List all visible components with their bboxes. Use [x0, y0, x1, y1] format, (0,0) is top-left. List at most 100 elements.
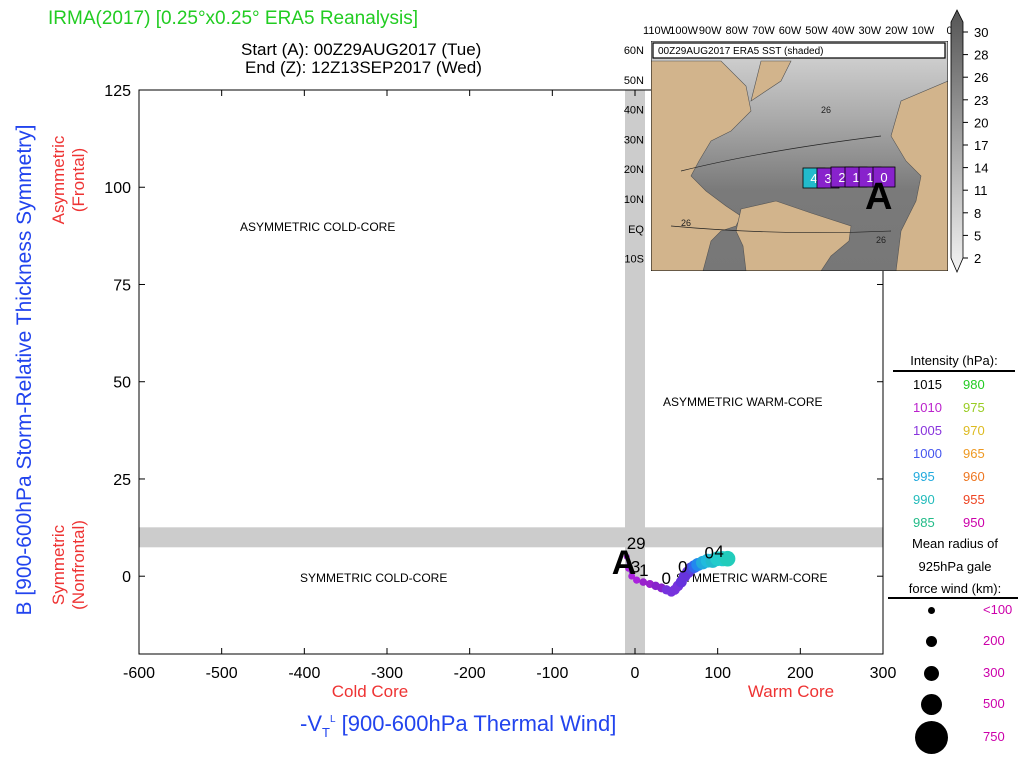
- track-point: [628, 572, 636, 580]
- track-label: 0: [678, 557, 687, 576]
- colorbar-tick-label: 23: [974, 93, 988, 108]
- x-tick-label: 0: [631, 665, 640, 682]
- intensity-legend-item: 1000: [913, 446, 942, 461]
- plot-frame: [138, 89, 884, 655]
- colorbar-tick-label: 11: [974, 183, 988, 198]
- track-label: 3: [631, 557, 640, 576]
- start-label: Start (A):: [241, 40, 310, 59]
- africa-europe-land: [890, 80, 948, 271]
- inset-track-label: 4: [810, 171, 817, 186]
- radius-dot: [927, 606, 935, 614]
- storm-track: [623, 550, 736, 597]
- y-lower-label: Symmetric: [49, 524, 68, 605]
- intensity-legend-item: 950: [963, 515, 985, 530]
- track-point: [625, 565, 632, 572]
- x-tick-label: -400: [288, 665, 320, 682]
- zero-vt-band: [625, 90, 645, 654]
- contour-label: 26: [876, 235, 886, 245]
- colorbar-tick-label: 20: [974, 115, 988, 130]
- colorbar-tick-label: 5: [974, 228, 981, 243]
- radius-label: 200: [983, 633, 1005, 648]
- y-tick-label: 25: [113, 472, 131, 489]
- colorbar-tick-label: 30: [974, 25, 988, 40]
- radius-title-3: force wind (km):: [908, 581, 1002, 596]
- contour-26-north: [680, 135, 882, 172]
- x-tick-label: 200: [787, 665, 814, 682]
- radius-dot: [920, 693, 942, 715]
- inset-track-label: 1: [866, 170, 873, 185]
- track-label: 0: [704, 544, 713, 563]
- y-upper-label: Asymmetric: [49, 135, 68, 224]
- intensity-legend-item: 970: [963, 423, 985, 438]
- radius-title-1: Mean radius of: [912, 536, 998, 551]
- intensity-legend-item: 960: [963, 469, 985, 484]
- x-tick-label: -600: [123, 665, 155, 682]
- x-tick-label: -300: [371, 665, 403, 682]
- contour-26-south: [670, 225, 892, 234]
- y-tick-label: 100: [104, 180, 131, 197]
- radius-title-2: 925hPa gale: [918, 559, 992, 574]
- track-label: 4: [714, 542, 723, 561]
- intensity-legend-item: 1010: [913, 400, 942, 415]
- y-tick-label: 75: [113, 277, 131, 294]
- x-tick-label: -500: [206, 665, 238, 682]
- contour-label: 26: [681, 218, 691, 228]
- track-point: [719, 550, 736, 567]
- warm-core-label: Warm Core: [748, 682, 834, 701]
- track-point: [633, 576, 641, 584]
- colorbar-tick-label: 14: [974, 161, 988, 176]
- inset-track-box: [872, 166, 896, 188]
- end-value: 12Z13SEP2017 (Wed): [311, 58, 482, 77]
- intensity-legend-item: 965: [963, 446, 985, 461]
- cold-core-label: Cold Core: [332, 682, 409, 701]
- intensity-legend-item: 1005: [913, 423, 942, 438]
- colorbar-tick-label: 2: [974, 251, 981, 266]
- y-tick-label: 125: [104, 83, 131, 100]
- legend-divider: [893, 370, 1015, 372]
- intensity-legend-item: 995: [913, 469, 935, 484]
- contour-label: 26: [821, 105, 831, 115]
- inset-track-label: 3: [824, 171, 831, 186]
- intensity-legend-item: 975: [963, 400, 985, 415]
- radius-dot: [925, 635, 937, 647]
- radius-dot: [923, 665, 939, 681]
- y-axis-title: B [900-600hPa Storm-Relative Thickness S…: [13, 125, 36, 616]
- x-tick-label: -100: [536, 665, 568, 682]
- inset-track-label: 1: [852, 170, 859, 185]
- track-label: 0: [661, 569, 670, 588]
- south-america-land: [735, 200, 852, 271]
- end-line: End (Z): 12Z13SEP2017 (Wed): [245, 58, 482, 78]
- intensity-legend-item: 1015: [913, 377, 942, 392]
- colorbar-tick-label: 17: [974, 138, 988, 153]
- radius-label: <100: [983, 602, 1013, 617]
- end-label: End (Z):: [245, 58, 307, 77]
- colorbar-tick-label: 28: [974, 48, 988, 63]
- radius-label: 750: [983, 729, 1005, 744]
- intensity-legend-item: 985: [913, 515, 935, 530]
- x-tick-label: 300: [870, 665, 897, 682]
- track-point: [639, 578, 648, 586]
- track-point: [623, 553, 630, 560]
- x-tick-label: 100: [704, 665, 731, 682]
- quadrant-ur: ASYMMETRIC WARM-CORE: [663, 395, 823, 409]
- inset-title: 00Z29AUG2017 ERA5 SST (shaded): [658, 46, 823, 57]
- track-label: 1: [639, 561, 648, 580]
- colorbar-bar: [950, 9, 964, 274]
- colorbar-tick-label: 8: [974, 206, 981, 221]
- inset-track-label: 2: [838, 170, 845, 185]
- inset-start-marker: A: [865, 176, 892, 218]
- zero-b-band: [139, 527, 883, 548]
- start-marker: A: [612, 544, 637, 582]
- inset-title-box: [652, 42, 946, 59]
- quadrant-lr: SYMMETRIC WARM-CORE: [676, 571, 828, 585]
- radius-label: 500: [983, 696, 1005, 711]
- radius-divider: [888, 597, 1018, 599]
- colorbar-ticks: 30 28 26 23 20 17 14 11 8 5 2: [963, 25, 988, 266]
- x-tick-label: -200: [454, 665, 486, 682]
- inset-track-label: 0: [880, 170, 887, 185]
- start-line: Start (A): 00Z29AUG2017 (Tue): [241, 40, 481, 60]
